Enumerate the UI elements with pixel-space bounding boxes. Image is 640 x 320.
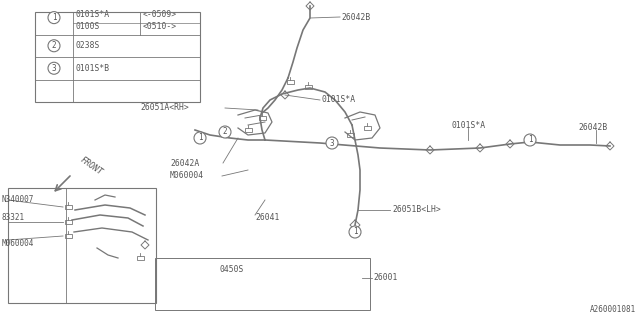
Text: 0101S*A: 0101S*A [321,95,355,105]
Text: 26001: 26001 [373,274,397,283]
Bar [346,133,353,137]
Text: FRONT: FRONT [78,155,104,177]
Text: 1: 1 [528,135,532,145]
Bar [8,188,156,303]
Text: 0100S: 0100S [76,22,100,31]
Bar [287,80,294,84]
Circle shape [349,226,361,238]
Bar [155,258,370,310]
Text: 0101S*A: 0101S*A [452,121,486,130]
Text: 3: 3 [52,64,56,73]
Text: 26042B: 26042B [341,12,371,21]
Text: <-0509>: <-0509> [143,11,177,20]
Text: 0450S: 0450S [220,266,244,275]
Text: 0101S*B: 0101S*B [76,64,110,73]
Text: <0510->: <0510-> [143,22,177,31]
Text: 26042A: 26042A [170,158,199,167]
Text: 2: 2 [52,41,56,50]
Circle shape [48,12,60,24]
Circle shape [326,137,338,149]
Circle shape [524,134,536,146]
Bar [65,205,72,209]
Text: 26042B: 26042B [578,124,607,132]
Bar [364,126,371,130]
Text: M060004: M060004 [2,238,35,247]
Bar [136,256,143,260]
Text: 0101S*A: 0101S*A [76,11,110,20]
Text: 26051A<RH>: 26051A<RH> [140,103,189,113]
Bar [305,85,312,89]
Text: A260001081: A260001081 [589,305,636,314]
Circle shape [48,40,60,52]
Text: N340007: N340007 [2,196,35,204]
Text: 1: 1 [198,133,202,142]
Bar [65,220,72,224]
Circle shape [194,132,206,144]
Bar [35,12,200,102]
Circle shape [48,62,60,74]
Text: 26041: 26041 [255,213,280,222]
Text: 1: 1 [52,13,56,22]
Text: 1: 1 [353,228,357,236]
Text: 83321: 83321 [2,213,25,222]
Bar [244,128,252,132]
Text: 26051B<LH>: 26051B<LH> [392,205,441,214]
Circle shape [219,126,231,138]
Bar [65,234,72,238]
Bar [259,116,266,120]
Text: 2: 2 [223,127,227,137]
Text: M060004: M060004 [170,172,204,180]
Text: 0238S: 0238S [76,41,100,50]
Text: 3: 3 [330,139,334,148]
